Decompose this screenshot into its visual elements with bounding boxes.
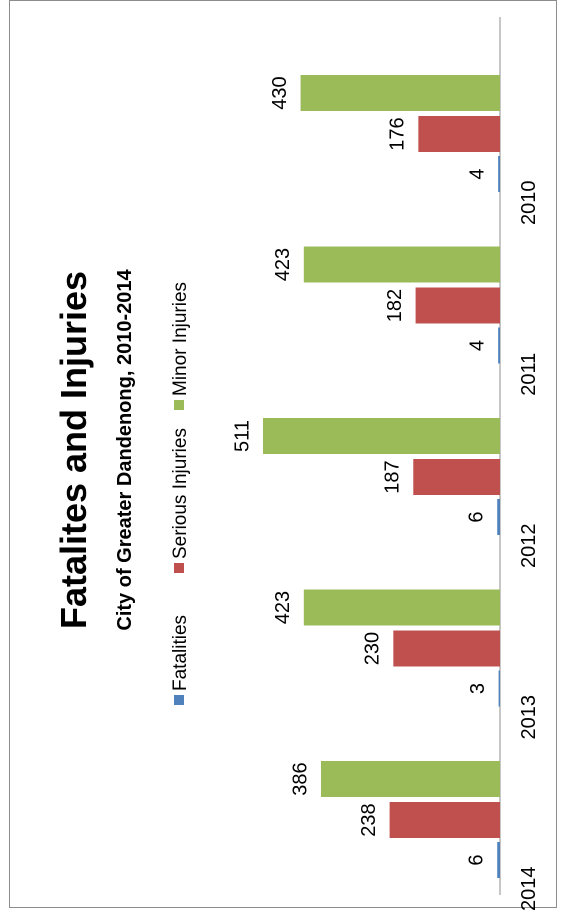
data-label-serious-injuries-2014: 238	[358, 803, 380, 836]
bar-serious-injuries-2011	[415, 287, 500, 324]
bar-fatalities-2012	[497, 499, 500, 535]
legend: Fatalities Serious Injuries Minor Injuries	[170, 282, 191, 705]
bar-serious-injuries-2012	[413, 459, 500, 495]
bar-serious-injuries-2010	[418, 116, 500, 152]
legend-label-serious-injuries: Serious Injuries	[170, 428, 191, 559]
category-label-2011: 2011	[518, 353, 540, 396]
legend-label-fatalities: Fatalities	[170, 615, 191, 691]
data-label-serious-injuries-2010: 176	[387, 117, 409, 150]
data-label-minor-injuries-2010: 430	[269, 76, 291, 109]
bar-fatalities-2011	[498, 327, 500, 364]
data-label-serious-injuries-2012: 187	[382, 460, 404, 493]
bar-minor-injuries-2013	[303, 589, 500, 626]
bar-minor-injuries-2012	[263, 418, 500, 454]
legend-marker-serious-injuries	[174, 563, 184, 573]
category-label-2010: 2010	[518, 181, 540, 226]
legend-marker-fatalities	[174, 695, 184, 705]
bars-group: 2010 4 176 430 2011 4 182 423 2012 6 187 511 2013 3 23…	[231, 75, 540, 911]
data-label-minor-injuries-2011: 423	[272, 248, 294, 281]
bar-fatalities-2014	[497, 842, 500, 878]
data-label-serious-injuries-2011: 182	[384, 289, 406, 322]
data-label-fatalities-2014: 6	[465, 854, 487, 865]
category-label-2013: 2013	[518, 695, 540, 740]
chart-title: Fatalites and Injuries	[53, 271, 94, 629]
category-label-2012: 2012	[518, 524, 540, 569]
category-label-2014: 2014	[518, 867, 540, 912]
legend-marker-minor-injuries	[174, 400, 184, 410]
data-label-serious-injuries-2013: 230	[362, 632, 384, 665]
data-label-fatalities-2012: 6	[465, 511, 487, 522]
data-label-fatalities-2010: 4	[466, 168, 488, 179]
bar-minor-injuries-2011	[303, 246, 500, 283]
bar-minor-injuries-2010	[300, 75, 500, 111]
data-label-minor-injuries-2014: 386	[289, 762, 311, 795]
data-label-minor-injuries-2013: 423	[272, 591, 294, 624]
bar-fatalities-2013	[498, 670, 500, 707]
chart-subtitle: City of Greater Dandenong, 2010-2014	[114, 269, 136, 631]
bar-serious-injuries-2013	[393, 630, 500, 667]
data-label-minor-injuries-2012: 511	[231, 420, 253, 452]
bar-minor-injuries-2014	[320, 761, 500, 797]
bar-fatalities-2010	[498, 156, 500, 192]
data-label-fatalities-2011: 4	[466, 340, 488, 351]
legend-label-minor-injuries: Minor Injuries	[170, 282, 191, 396]
bar-serious-injuries-2014	[389, 802, 500, 838]
data-label-fatalities-2013: 3	[467, 683, 489, 694]
